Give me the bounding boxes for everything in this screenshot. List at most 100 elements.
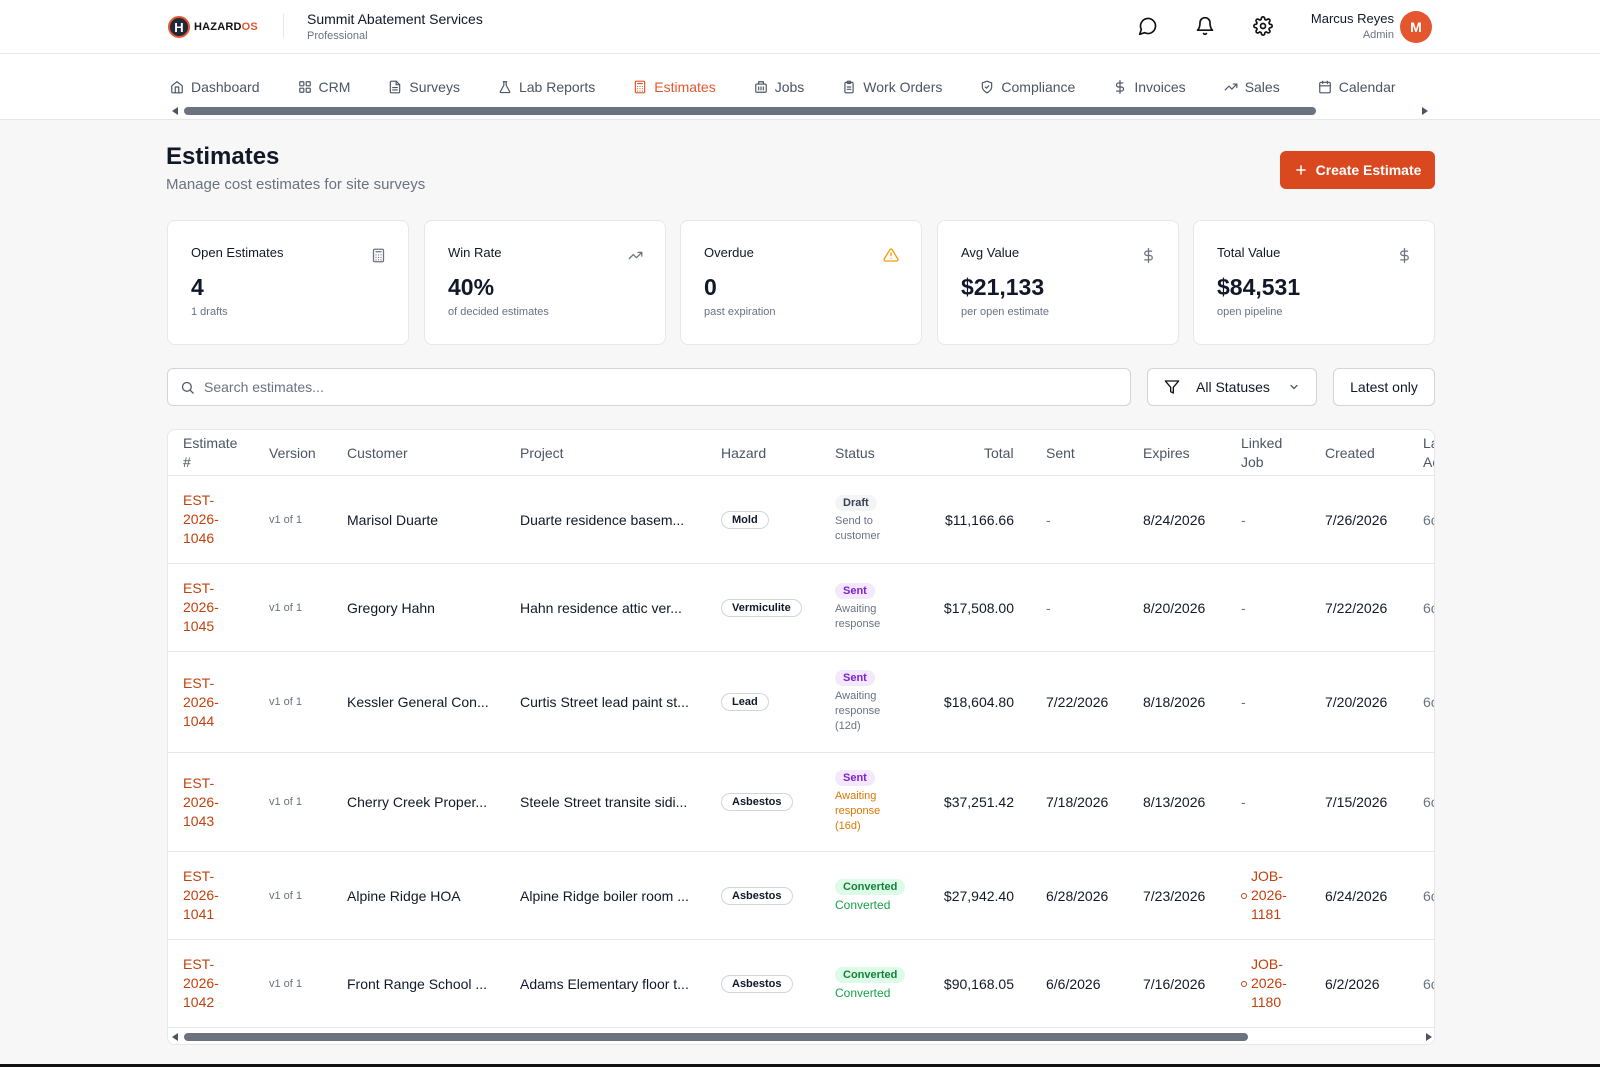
table-row[interactable]: EST- 2026- 1042 v1 of 1 Front Range School .… xyxy=(168,940,1434,1028)
avatar[interactable]: M xyxy=(1400,11,1432,43)
scroll-thumb[interactable] xyxy=(184,107,1316,115)
customer-cell: Alpine Ridge HOA xyxy=(347,852,461,939)
table-row[interactable]: EST- 2026- 1045 v1 of 1 Gregory Hahn Hahn res… xyxy=(168,564,1434,652)
sent-cell: 7/22/2026 xyxy=(1046,652,1108,752)
col-status[interactable]: Status xyxy=(835,444,875,461)
kpi-overdue: Overdue 0 past expiration xyxy=(680,220,922,345)
header-divider xyxy=(283,14,284,38)
scroll-left-icon[interactable] xyxy=(172,107,178,115)
scroll-right-icon[interactable] xyxy=(1426,1033,1432,1041)
latest-only-button[interactable]: Latest only xyxy=(1333,368,1435,406)
tab-label: Work Orders xyxy=(863,79,943,95)
tab-invoices[interactable]: Invoices xyxy=(1094,68,1204,106)
linked-job-part: 1180 xyxy=(1251,994,1282,1010)
col-version[interactable]: Version xyxy=(269,444,316,461)
estimate-number-part: EST- xyxy=(183,674,215,691)
col-expires[interactable]: Expires xyxy=(1143,444,1190,461)
search-input[interactable] xyxy=(204,379,1104,395)
empty-value: - xyxy=(1241,511,1246,528)
create-estimate-button[interactable]: Create Estimate xyxy=(1280,151,1435,189)
col-last-activity[interactable]: LaAc xyxy=(1423,435,1434,470)
estimate-number-part: 1046 xyxy=(183,530,215,546)
tab-label: Invoices xyxy=(1134,79,1186,95)
col-linked-job[interactable]: Linked Job xyxy=(1241,435,1283,470)
empty-value: - xyxy=(1241,794,1246,810)
status-cell: Converted Converted xyxy=(835,940,906,1027)
version-text: v1 of 1 xyxy=(269,601,303,614)
scroll-thumb[interactable] xyxy=(184,1033,1248,1041)
col-hazard[interactable]: Hazard xyxy=(721,444,767,461)
estimate-number-part: 1043 xyxy=(183,812,215,829)
status-group: Converted Converted xyxy=(835,878,906,913)
estimate-number-link[interactable]: EST- 2026- 1044 xyxy=(183,674,219,731)
linked-job-link[interactable]: JOB- 2026- 1180 xyxy=(1241,955,1287,1012)
estimate-number-link[interactable]: EST- 2026- 1045 xyxy=(183,579,219,636)
tab-compliance[interactable]: Compliance xyxy=(961,68,1094,106)
nav-scrollbar[interactable] xyxy=(172,106,1428,116)
estimate-number-link[interactable]: EST- 2026- 1043 xyxy=(183,774,219,831)
expires-date: 8/13/2026 xyxy=(1143,794,1206,810)
col-estimate[interactable]: Estimate # xyxy=(183,435,238,470)
table-row[interactable]: EST- 2026- 1043 v1 of 1 Cherry Creek Proper.… xyxy=(168,753,1434,852)
nav-tabs: Dashboard CRM Surveys Lab Reports Estima… xyxy=(170,68,1415,109)
table-row[interactable]: EST- 2026- 1041 v1 of 1 Alpine Ridge HOA Alpi… xyxy=(168,852,1434,940)
status-badge: Sent xyxy=(835,670,875,686)
gear-icon[interactable] xyxy=(1252,15,1274,37)
hazard-cell: Asbestos xyxy=(721,852,793,939)
chat-icon[interactable] xyxy=(1137,15,1159,37)
warning-icon xyxy=(883,247,899,263)
bell-icon[interactable] xyxy=(1194,15,1216,37)
col-sent[interactable]: Sent xyxy=(1046,444,1075,461)
status-group: Sent Awaiting response xyxy=(835,583,880,632)
estimate-number-link[interactable]: EST- 2026- 1046 xyxy=(183,491,219,548)
search-box[interactable] xyxy=(167,368,1131,406)
user-info[interactable]: Marcus Reyes Admin xyxy=(1311,11,1394,41)
clipboard-icon xyxy=(844,80,854,94)
col-total[interactable]: Total xyxy=(984,444,1014,461)
estimate-number-link[interactable]: EST- 2026- 1042 xyxy=(183,955,219,1012)
tab-work-orders[interactable]: Work Orders xyxy=(823,68,961,106)
estimate-number-cell: EST- 2026- 1042 xyxy=(183,940,219,1027)
last-activity-cell: 6c xyxy=(1423,476,1434,563)
app-logo[interactable]: H HAZARDOS xyxy=(168,16,258,38)
status-badge: Sent xyxy=(835,583,875,599)
created-date: 7/22/2026 xyxy=(1325,599,1388,616)
tab-jobs[interactable]: Jobs xyxy=(735,68,824,106)
sent-cell: 7/18/2026 xyxy=(1046,753,1108,851)
version-text: v1 of 1 xyxy=(269,796,303,808)
status-badge: Converted xyxy=(835,878,906,895)
status-badge: Draft xyxy=(835,495,877,511)
scroll-right-icon[interactable] xyxy=(1422,107,1428,115)
version-cell: v1 of 1 xyxy=(269,652,302,752)
tab-lab-reports[interactable]: Lab Reports xyxy=(479,68,614,106)
col-created[interactable]: Created xyxy=(1325,444,1375,461)
version-text: v1 of 1 xyxy=(269,696,303,708)
tab-surveys[interactable]: Surveys xyxy=(369,68,479,106)
link-icon xyxy=(1241,892,1247,899)
bottom-edge xyxy=(0,1064,1600,1067)
table-row[interactable]: EST- 2026- 1046 v1 of 1 Marisol Duarte Duarte… xyxy=(168,476,1434,564)
scroll-left-icon[interactable] xyxy=(172,1033,178,1041)
estimates-table: Estimate # Version Customer Project Hazar… xyxy=(167,429,1435,1045)
tab-calendar[interactable]: Calendar xyxy=(1299,68,1415,106)
tab-label: Estimates xyxy=(654,79,716,95)
table-scrollbar[interactable] xyxy=(168,1030,1434,1044)
table-row[interactable]: EST- 2026- 1044 v1 of 1 Kessler General Con.… xyxy=(168,652,1434,753)
col-project[interactable]: Project xyxy=(520,444,564,461)
linked-job-link[interactable]: JOB- 2026- 1181 xyxy=(1241,867,1287,924)
estimate-number-link[interactable]: EST- 2026- 1041 xyxy=(183,867,219,924)
col-customer[interactable]: Customer xyxy=(347,444,408,461)
last-activity-cell: 6c xyxy=(1423,753,1434,851)
status-filter-select[interactable]: All Statuses xyxy=(1147,368,1317,406)
hazard-badge: Asbestos xyxy=(721,974,793,993)
tab-crm[interactable]: CRM xyxy=(279,68,370,106)
status-note-line: response xyxy=(835,705,881,717)
kpi-value: 40% xyxy=(448,274,495,300)
tab-estimates[interactable]: Estimates xyxy=(614,68,736,109)
customer-name: Cherry Creek Proper... xyxy=(347,794,488,810)
last-activity-text: 6c xyxy=(1423,887,1434,904)
tab-sales[interactable]: Sales xyxy=(1205,68,1299,106)
tab-dashboard[interactable]: Dashboard xyxy=(170,68,279,106)
estimate-number-part: 2026- xyxy=(183,793,219,810)
status-cell: Sent Awaiting response xyxy=(835,564,880,651)
